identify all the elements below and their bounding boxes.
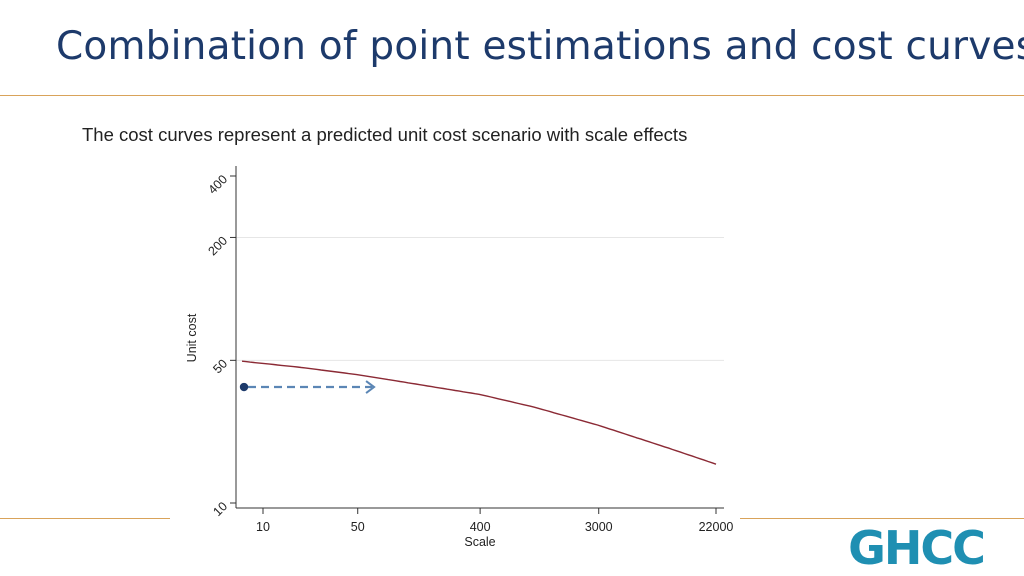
ghcc-logo: GHCC (848, 522, 986, 570)
x-tick-label: 22000 (699, 520, 734, 534)
x-tick-label: 50 (351, 520, 365, 534)
title-divider (0, 95, 1024, 96)
cost-curve-line (241, 360, 717, 465)
footer-divider-right (740, 518, 1024, 519)
slide-title: Combination of point estimations and cos… (56, 24, 1024, 69)
x-axis-title: Scale (464, 535, 495, 549)
x-tick-label: 400 (470, 520, 491, 534)
svg-text:GHCC: GHCC (848, 522, 984, 570)
x-tick-label: 10 (256, 520, 270, 534)
x-tick-label: 3000 (585, 520, 613, 534)
footer-divider-left (0, 518, 170, 519)
y-tick-label: 10 (210, 499, 230, 519)
projection-arrow-head (365, 380, 376, 394)
y-tick-label: 400 (205, 172, 230, 197)
y-tick-label: 50 (210, 357, 230, 377)
slide-subtitle: The cost curves represent a predicted un… (82, 124, 688, 145)
y-tick-label: 200 (205, 234, 230, 259)
point-estimate-marker (239, 382, 249, 392)
y-axis-title: Unit cost (185, 313, 199, 362)
